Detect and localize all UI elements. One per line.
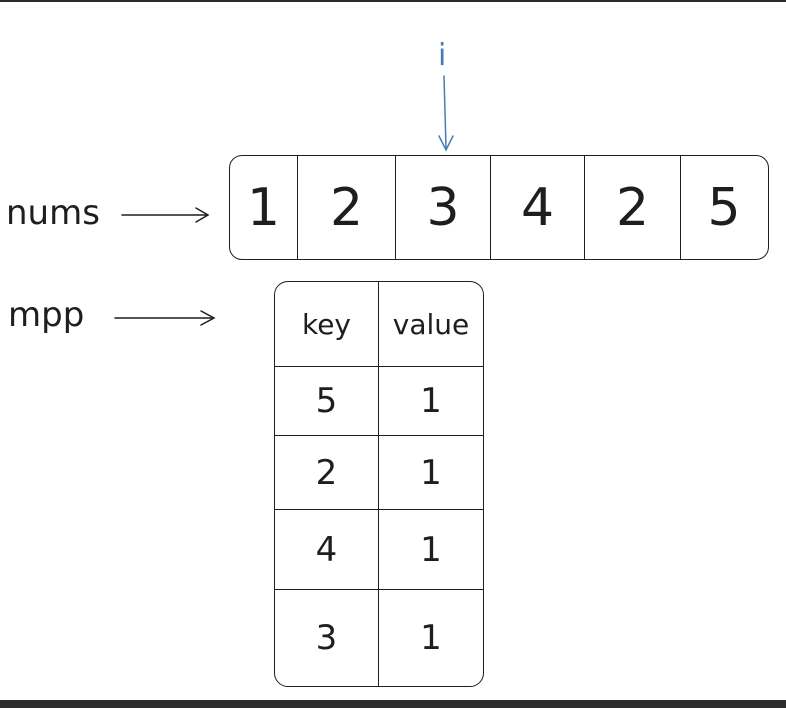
- value-cell: 1: [420, 618, 442, 658]
- mpp-arrow-icon: [114, 310, 216, 326]
- value-header: value: [392, 307, 470, 341]
- value-cell: 1: [420, 529, 442, 570]
- pointer-label: i: [438, 38, 447, 73]
- key-cell: 2: [275, 436, 379, 509]
- value-cell: 1: [420, 381, 442, 421]
- key-cell: 5: [275, 367, 379, 435]
- mpp-table: key value 5 1 2 1 4 1 3 1: [274, 281, 484, 687]
- mpp-label: mpp: [8, 295, 85, 335]
- nums-arrow-icon: [121, 207, 210, 223]
- nums-cell: 5: [707, 177, 741, 238]
- key-cell: 3: [275, 590, 379, 686]
- value-cell: 1: [420, 452, 442, 493]
- pointer-arrow-icon: [438, 75, 454, 152]
- nums-cell: 2: [298, 156, 396, 259]
- nums-cell: 3: [396, 156, 491, 259]
- nums-cell: 4: [491, 156, 585, 259]
- mpp-header-row: key value: [275, 282, 483, 366]
- key-cell: 4: [275, 510, 379, 589]
- nums-cell: 1: [230, 156, 298, 259]
- bottom-bar: [0, 700, 786, 708]
- nums-cell: 2: [585, 156, 681, 259]
- top-border: [0, 0, 786, 2]
- key-header: key: [275, 282, 379, 366]
- nums-label: nums: [6, 193, 100, 233]
